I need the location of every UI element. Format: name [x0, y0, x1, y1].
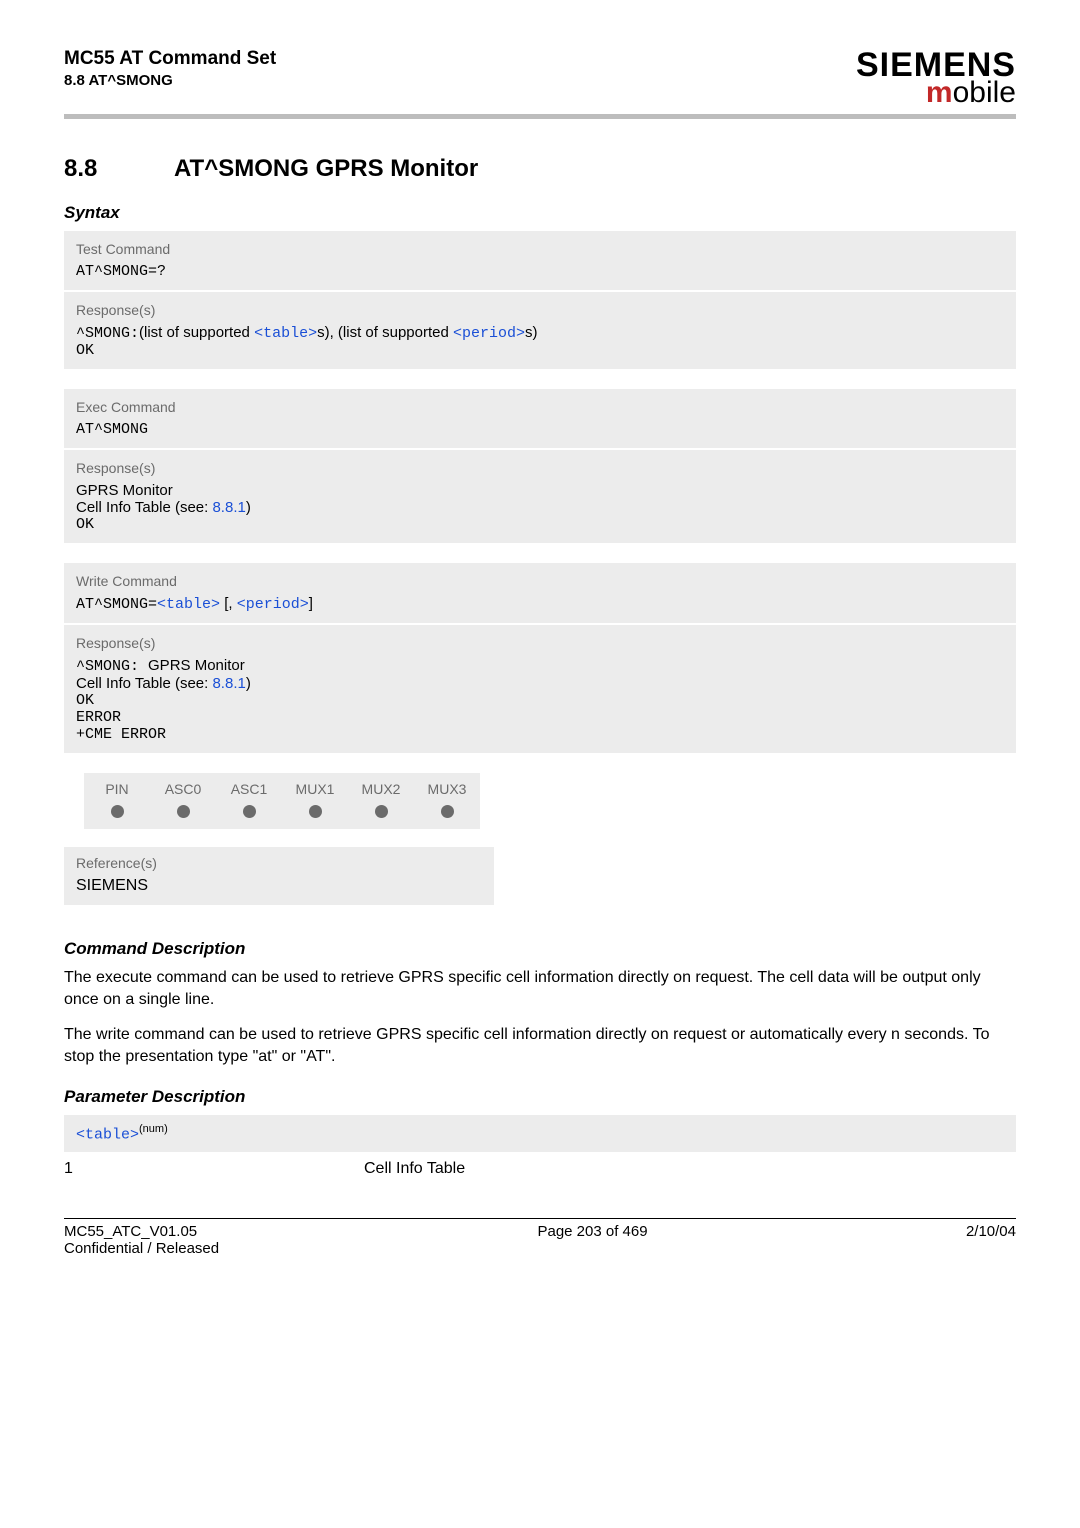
write-response-line2: Cell Info Table (see: 8.8.1)	[76, 675, 1004, 692]
table-param-link[interactable]: <table>	[76, 1127, 139, 1144]
exec-command-label: Exec Command	[76, 399, 1004, 415]
command-description-p1: The execute command can be used to retri…	[64, 967, 1016, 1010]
command-description-p2: The write command can be used to retriev…	[64, 1024, 1016, 1067]
section-heading: 8.8AT^SMONG GPRS Monitor	[64, 155, 1016, 183]
exec-command-block: Exec Command AT^SMONG	[64, 389, 1016, 448]
parameter-description-heading: Parameter Description	[64, 1087, 1016, 1107]
pin-header: PIN	[84, 777, 150, 801]
pin-header: ASC0	[150, 777, 216, 801]
doc-title: MC55 AT Command Set	[64, 48, 276, 70]
command-description-heading: Command Description	[64, 939, 1016, 959]
footer-version: MC55_ATC_V01.05	[64, 1223, 219, 1240]
dot-icon	[177, 805, 190, 818]
test-command-cmd: AT^SMONG=?	[76, 263, 1004, 280]
exec-response-block: Response(s) GPRS Monitor Cell Info Table…	[64, 450, 1016, 543]
test-response-label: Response(s)	[76, 302, 1004, 318]
section-link-881[interactable]: 8.8.1	[212, 499, 245, 516]
doc-subtitle: 8.8 AT^SMONG	[64, 72, 276, 89]
exec-response-line2: Cell Info Table (see: 8.8.1)	[76, 499, 1004, 516]
parameter-key: 1	[64, 1160, 364, 1178]
test-command-block: Test Command AT^SMONG=?	[64, 231, 1016, 290]
param-type-sup: (num)	[139, 1123, 168, 1135]
exec-response-line1: GPRS Monitor	[76, 482, 1004, 499]
footer-date: 2/10/04	[966, 1223, 1016, 1257]
write-response-line1: ^SMONG: GPRS Monitor	[76, 657, 1004, 675]
table-param-link[interactable]: <table>	[157, 596, 220, 613]
write-command-label: Write Command	[76, 573, 1004, 589]
dot-icon	[441, 805, 454, 818]
write-response-cme: +CME ERROR	[76, 726, 1004, 743]
period-param-link[interactable]: <period>	[237, 596, 309, 613]
brand-logo: SIEMENS mobile	[856, 48, 1016, 108]
write-response-label: Response(s)	[76, 635, 1004, 651]
section-link-881[interactable]: 8.8.1	[212, 675, 245, 692]
header-rule	[64, 114, 1016, 119]
footer-page: Page 203 of 469	[537, 1223, 647, 1257]
reference-label: Reference(s)	[76, 855, 482, 871]
pin-support-table: PIN ASC0 ASC1 MUX1 MUX2 MUX3	[84, 773, 480, 829]
dot-icon	[111, 805, 124, 818]
footer-confidential: Confidential / Released	[64, 1240, 219, 1257]
write-command-cmd: AT^SMONG=<table> [, <period>]	[76, 595, 1004, 613]
reference-value: SIEMENS	[76, 877, 482, 895]
write-response-block: Response(s) ^SMONG: GPRS Monitor Cell In…	[64, 625, 1016, 753]
table-param-link[interactable]: <table>	[254, 325, 317, 342]
test-response-line: ^SMONG:(list of supported <table>s), (li…	[76, 324, 1004, 342]
pin-header: MUX2	[348, 777, 414, 801]
reference-block: Reference(s) SIEMENS	[64, 847, 494, 905]
write-response-ok: OK	[76, 692, 1004, 709]
write-command-block: Write Command AT^SMONG=<table> [, <perio…	[64, 563, 1016, 623]
dot-icon	[375, 805, 388, 818]
dot-icon	[309, 805, 322, 818]
pin-header: MUX3	[414, 777, 480, 801]
exec-response-ok: OK	[76, 516, 1004, 533]
dot-icon	[243, 805, 256, 818]
write-response-error: ERROR	[76, 709, 1004, 726]
test-response-block: Response(s) ^SMONG:(list of supported <t…	[64, 292, 1016, 369]
pin-header: MUX1	[282, 777, 348, 801]
parameter-value: Cell Info Table	[364, 1160, 465, 1178]
pin-header: ASC1	[216, 777, 282, 801]
parameter-name-block: <table>(num)	[64, 1115, 1016, 1151]
test-command-label: Test Command	[76, 241, 1004, 257]
test-response-ok: OK	[76, 342, 1004, 359]
parameter-row: 1 Cell Info Table	[64, 1160, 1016, 1178]
period-param-link[interactable]: <period>	[453, 325, 525, 342]
exec-command-cmd: AT^SMONG	[76, 421, 1004, 438]
exec-response-label: Response(s)	[76, 460, 1004, 476]
syntax-heading: Syntax	[64, 203, 1016, 223]
